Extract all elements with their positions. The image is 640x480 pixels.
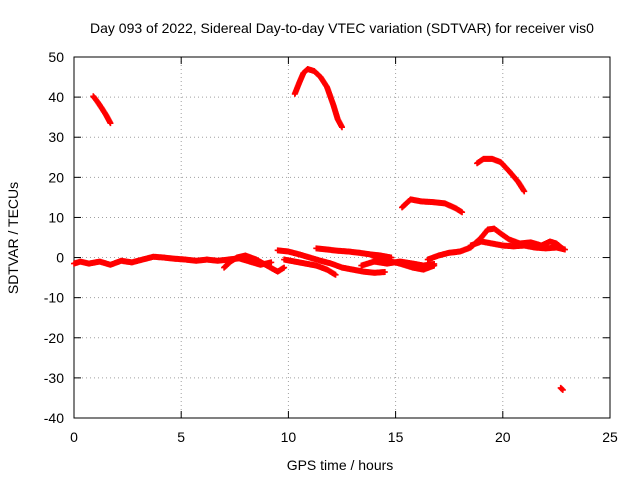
series-arc-n bbox=[557, 384, 566, 393]
data-point bbox=[107, 120, 114, 127]
y-tick-label: -40 bbox=[44, 410, 64, 426]
series-arc-f bbox=[221, 252, 288, 275]
y-tick-label: 40 bbox=[48, 89, 64, 105]
data-point bbox=[281, 264, 288, 271]
series-arc-k bbox=[371, 254, 438, 273]
y-axis-label: SDTVAR / TECUs bbox=[5, 182, 21, 294]
y-tick-label: -20 bbox=[44, 330, 64, 346]
x-tick-label: 25 bbox=[602, 429, 618, 445]
series-arc-a bbox=[90, 93, 114, 127]
x-tick-label: 5 bbox=[177, 429, 185, 445]
x-tick-label: 10 bbox=[281, 429, 297, 445]
series-arc-c bbox=[399, 196, 466, 216]
axes-layer: 0 5 10 15 20 25 -40 -30 -20 -10 0 10 20 30 40 50 bbox=[44, 49, 618, 445]
x-tick-label: 0 bbox=[70, 429, 78, 445]
y-tick-label: 50 bbox=[48, 49, 64, 65]
x-tick-label: 20 bbox=[495, 429, 511, 445]
series-arc-h bbox=[281, 256, 339, 278]
data-point bbox=[332, 271, 339, 278]
x-axis-label: GPS time / hours bbox=[287, 457, 394, 473]
plot-border bbox=[73, 56, 611, 419]
data-point bbox=[268, 259, 275, 266]
x-tick-label: 15 bbox=[388, 429, 404, 445]
data-point bbox=[521, 188, 528, 195]
y-tick-label: 20 bbox=[48, 169, 64, 185]
series-arc-e bbox=[71, 253, 275, 268]
grid-layer bbox=[74, 57, 610, 418]
series-arc-g bbox=[274, 247, 388, 276]
data-point bbox=[381, 268, 388, 275]
data-layer bbox=[71, 66, 568, 393]
series-arc-m bbox=[467, 238, 568, 253]
y-tick-label: -30 bbox=[44, 370, 64, 386]
data-point bbox=[339, 124, 345, 131]
data-point bbox=[459, 209, 466, 216]
y-tick-label: 30 bbox=[48, 129, 64, 145]
series-arc-b bbox=[291, 66, 345, 131]
y-tick-label: 10 bbox=[48, 209, 64, 225]
y-tick-label: 0 bbox=[56, 250, 64, 266]
data-point bbox=[431, 262, 438, 269]
chart-title: Day 093 of 2022, Sidereal Day-to-day VTE… bbox=[90, 20, 594, 36]
data-point bbox=[559, 386, 566, 393]
y-tick-label: -10 bbox=[44, 290, 64, 306]
series-arc-d bbox=[474, 155, 528, 195]
series-arc-i bbox=[313, 245, 395, 261]
data-point bbox=[561, 246, 568, 253]
